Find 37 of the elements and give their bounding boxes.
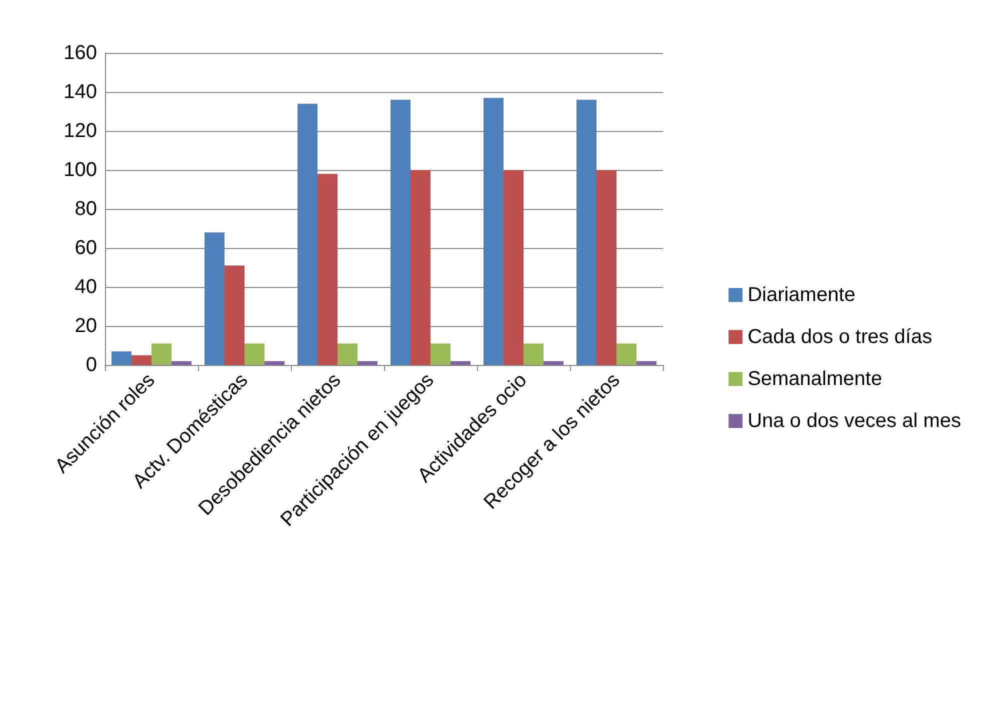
bar: [450, 361, 470, 365]
bar: [484, 98, 504, 365]
bar: [390, 100, 411, 365]
y-tick-label: 60: [74, 237, 97, 259]
bar: [112, 351, 132, 365]
bar: [152, 344, 172, 365]
bar: [264, 361, 284, 365]
bar: [298, 104, 318, 365]
y-tick-label: 140: [64, 81, 97, 103]
bar: [357, 361, 378, 365]
legend-label: Semanalmente: [748, 368, 882, 390]
bar: [244, 344, 264, 365]
bar: [318, 174, 338, 365]
bar: [410, 170, 430, 365]
bar: [524, 344, 544, 365]
bar: [430, 344, 450, 365]
bar: [636, 361, 656, 365]
y-tick-label: 40: [74, 276, 97, 298]
y-tick-label: 0: [86, 354, 97, 376]
bar: [338, 344, 358, 365]
y-tick-label: 80: [74, 198, 97, 220]
legend-label: Cada dos o tres días: [748, 326, 932, 348]
bar: [576, 100, 597, 365]
bar: [543, 361, 564, 365]
bar: [171, 361, 192, 365]
y-tick-label: 100: [64, 159, 97, 181]
legend-label: Diariamente: [748, 284, 856, 306]
legend-label: Una o dos veces al mes: [748, 410, 961, 432]
bar: [616, 344, 636, 365]
y-tick-label: 120: [64, 120, 97, 142]
bar: [224, 266, 244, 365]
bar: [596, 170, 616, 365]
bar: [132, 355, 152, 365]
y-tick-label: 160: [64, 42, 97, 64]
bar: [204, 232, 225, 365]
bar: [504, 170, 524, 365]
y-tick-label: 20: [74, 315, 97, 337]
